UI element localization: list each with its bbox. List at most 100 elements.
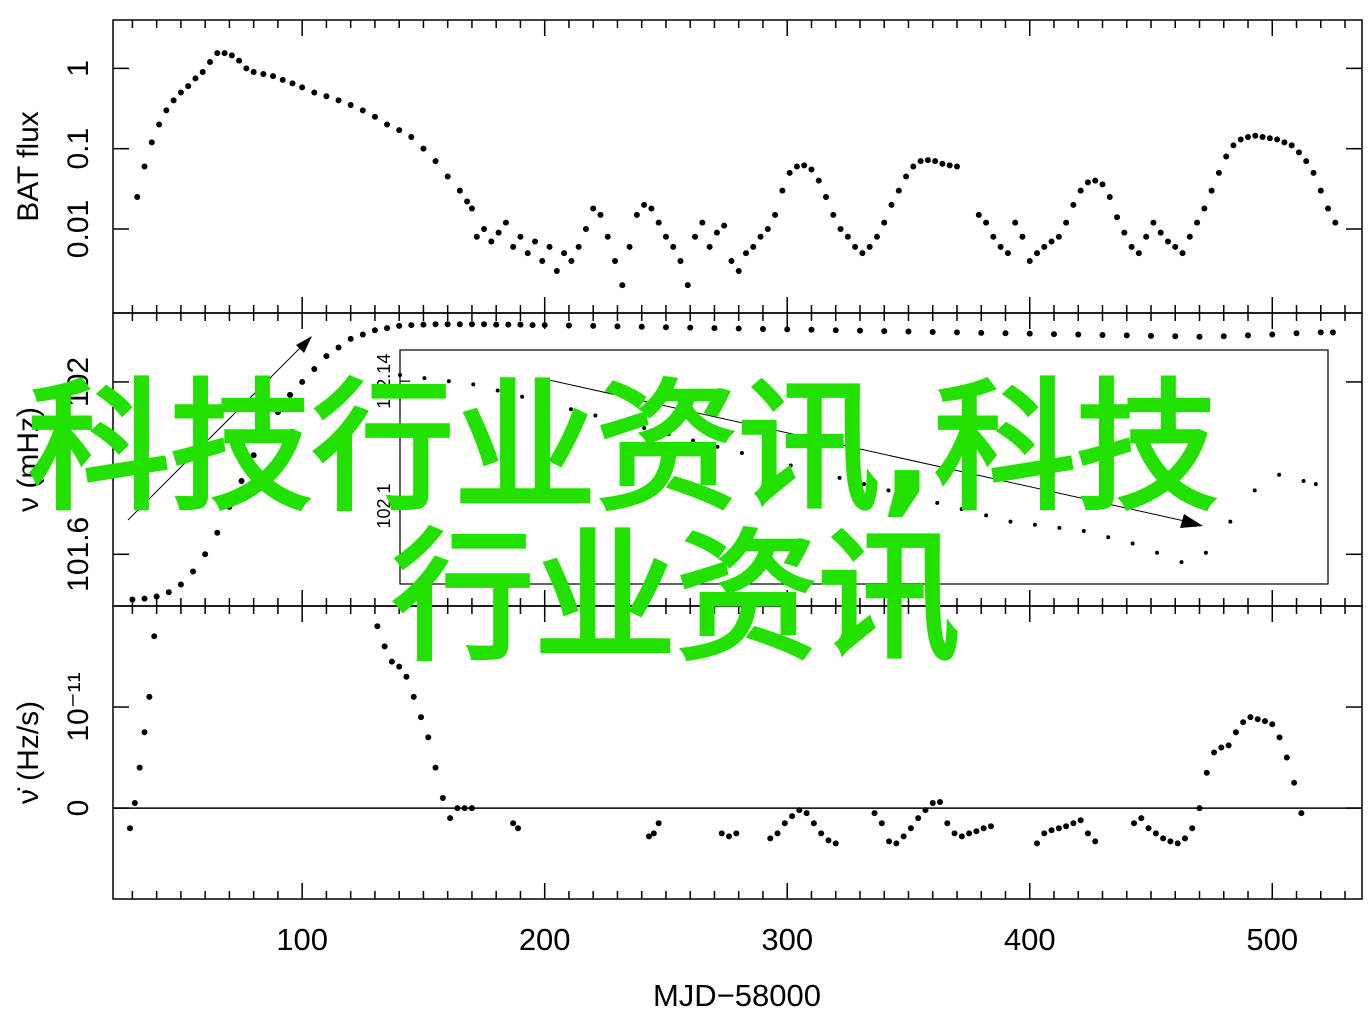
data-point (638, 323, 645, 330)
data-point (1295, 149, 1302, 156)
y-tick-label: 102 (62, 357, 95, 407)
data-point (279, 76, 286, 83)
data-point (590, 205, 597, 212)
data-point (735, 325, 742, 332)
data-point (1220, 333, 1227, 340)
data-point (1121, 229, 1128, 236)
data-point (1181, 835, 1188, 842)
data-point (1194, 219, 1201, 226)
data-point (808, 166, 815, 173)
data-point (418, 714, 425, 721)
inset-data-point (837, 475, 842, 480)
y-tick-label: 1 (62, 60, 95, 77)
data-point (153, 593, 160, 600)
inset-data-point (1228, 519, 1233, 524)
data-point (1247, 714, 1254, 721)
data-point (881, 328, 888, 335)
data-point (136, 764, 143, 771)
data-point (1201, 205, 1208, 212)
data-point (260, 71, 267, 78)
data-point (323, 93, 330, 100)
data-point (1240, 719, 1247, 726)
data-point (677, 257, 684, 264)
y-axis-label: ν̇ (Hz/s) (12, 701, 45, 804)
data-point (481, 321, 488, 328)
data-point (895, 187, 902, 194)
data-point (728, 257, 735, 264)
data-point (148, 139, 155, 146)
data-point (468, 805, 475, 812)
data-point (953, 163, 960, 170)
data-point (750, 243, 757, 250)
data-point (1070, 820, 1077, 827)
data-point (742, 250, 749, 257)
data-point (1077, 187, 1084, 194)
inset-data-point (813, 469, 818, 474)
data-point (1215, 169, 1222, 176)
data-point (1152, 830, 1159, 837)
data-point (823, 194, 830, 201)
inset-data-point (1032, 522, 1037, 527)
data-point (1310, 169, 1317, 176)
data-point (932, 158, 939, 165)
data-point (721, 222, 728, 229)
data-point (1099, 181, 1106, 188)
data-point (1092, 177, 1099, 184)
watermark-text-line-1: 科技行业资讯,科技 (28, 366, 1218, 531)
data-point (670, 243, 677, 250)
data-point (381, 643, 388, 650)
data-point (1189, 825, 1196, 832)
x-tick-label: 200 (519, 922, 571, 957)
data-point (718, 830, 725, 837)
data-point (687, 324, 694, 331)
data-point (1075, 331, 1082, 338)
data-point (1012, 219, 1019, 226)
data-point (1203, 769, 1210, 776)
data-point (1223, 153, 1230, 160)
data-point (262, 430, 269, 437)
inset-data-point (886, 488, 891, 493)
data-point (481, 226, 488, 233)
data-point (958, 833, 965, 840)
inset-data-point (495, 388, 500, 393)
data-point (1208, 187, 1215, 194)
data-point (1106, 194, 1113, 201)
data-point (1034, 250, 1041, 257)
data-point (439, 794, 446, 801)
data-point (1004, 250, 1011, 257)
data-point (177, 89, 184, 96)
data-point (228, 52, 235, 59)
data-point (1332, 219, 1339, 226)
inset-data-point (666, 432, 671, 437)
data-point (371, 113, 378, 120)
data-point (141, 163, 148, 170)
data-point (1055, 825, 1062, 832)
data-point (626, 243, 633, 250)
data-point (185, 83, 192, 90)
flux-panel: 0.01 0.1 1 BAT flux (12, 19, 1363, 314)
data-point (1298, 810, 1305, 817)
data-point (973, 828, 980, 835)
y-axis-label: BAT flux (12, 111, 45, 222)
data-point (711, 325, 718, 332)
data-point (881, 219, 888, 226)
data-point (789, 813, 796, 820)
data-point (713, 229, 720, 236)
data-point (733, 830, 740, 837)
data-point (1211, 749, 1218, 756)
data-point (1123, 332, 1130, 339)
data-point (517, 321, 524, 328)
data-point (408, 133, 415, 140)
data-point (408, 322, 415, 329)
data-point (420, 321, 427, 328)
data-point (810, 820, 817, 827)
data-point (953, 329, 960, 336)
inset-data-point (739, 450, 744, 455)
data-point (1077, 817, 1084, 824)
data-point (1281, 139, 1288, 146)
panel-frame (112, 605, 1363, 900)
y-tick-label: 0 (62, 800, 95, 817)
zoom-arrow-head (1180, 514, 1203, 528)
data-point (456, 187, 463, 194)
data-point (1114, 214, 1121, 221)
